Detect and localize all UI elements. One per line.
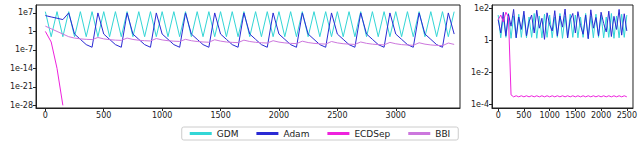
svg-text:0: 0: [496, 111, 501, 120]
svg-text:BBI: BBI: [435, 129, 450, 139]
svg-text:1500: 1500: [210, 111, 230, 120]
svg-text:2000: 2000: [591, 111, 611, 120]
svg-text:1500: 1500: [565, 111, 585, 120]
svg-text:1e-2: 1e-2: [471, 68, 489, 77]
svg-text:2500: 2500: [617, 111, 637, 120]
svg-text:1: 1: [484, 36, 489, 45]
svg-text:500: 500: [96, 111, 111, 120]
svg-text:Adam: Adam: [283, 129, 309, 139]
svg-text:1e-21: 1e-21: [10, 82, 33, 91]
svg-text:1000: 1000: [152, 111, 172, 120]
svg-text:ECDSep: ECDSep: [354, 129, 390, 139]
svg-text:1e-28: 1e-28: [10, 101, 33, 110]
svg-text:1: 1: [28, 27, 33, 36]
svg-text:500: 500: [516, 111, 531, 120]
svg-text:1e-7: 1e-7: [15, 45, 33, 54]
svg-text:1e-14: 1e-14: [10, 64, 33, 73]
svg-text:1e2: 1e2: [474, 4, 489, 13]
svg-text:2000: 2000: [269, 111, 289, 120]
svg-text:2500: 2500: [327, 111, 347, 120]
svg-text:1e7: 1e7: [18, 8, 33, 17]
svg-text:3000: 3000: [386, 111, 406, 120]
svg-text:1000: 1000: [539, 111, 559, 120]
svg-text:GDM: GDM: [217, 129, 239, 139]
svg-text:0: 0: [43, 111, 48, 120]
svg-text:1e-4: 1e-4: [471, 100, 489, 109]
